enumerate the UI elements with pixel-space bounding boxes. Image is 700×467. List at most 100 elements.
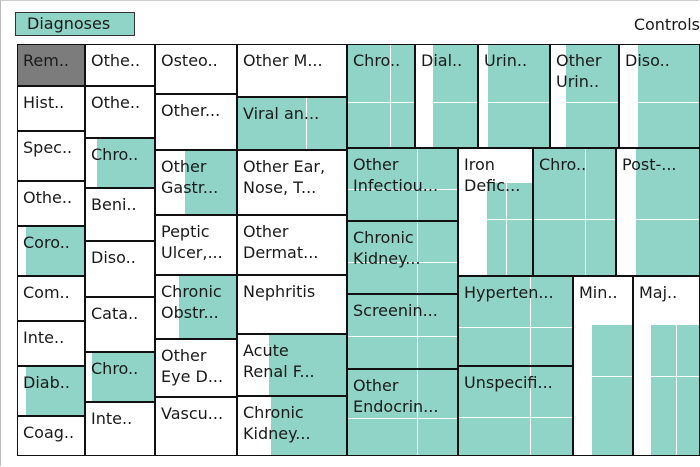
cell-label: Othe.. [23,188,73,207]
cell-label: Beni.. [91,195,137,214]
treemap-cell[interactable]: Inte.. [17,321,85,366]
treemap-cell[interactable]: Othe.. [17,181,85,226]
cell-label: Viral an... [243,104,320,123]
treemap-cell[interactable]: Chronic Kidney... [237,396,347,456]
controls-button[interactable]: Controls [633,15,700,34]
cell-label: Other M... [243,51,323,70]
cell-label: Urin.. [484,51,528,70]
cell-label: Chro.. [353,51,401,70]
cell-fill [271,397,346,455]
treemap-cell[interactable]: Osteo.. [155,44,237,94]
treemap-cell[interactable]: Chro.. [85,138,155,188]
cell-divider [348,189,457,190]
cell-label: Other Eye D... [161,346,224,386]
cell-fill [26,227,84,275]
treemap-cell[interactable]: Iron Defic... [458,148,533,276]
cell-label: Screenin... [353,301,438,320]
treemap-cell[interactable]: Chro.. [533,148,616,276]
treemap-cell[interactable]: Other Eye D... [155,339,237,397]
treemap-cell[interactable]: Hyperten... [458,276,573,366]
treemap-cell[interactable]: Other... [155,94,237,150]
cell-label: Chronic Obstr... [161,282,222,322]
treemap-cell[interactable]: Chro.. [85,352,155,402]
treemap-cell[interactable]: Other Urin.. [550,44,619,148]
treemap-cell[interactable]: Screenin... [347,294,458,369]
cell-divider [348,102,414,103]
cell-fill [238,98,346,149]
treemap-cell[interactable]: Vascu... [155,397,237,456]
cell-label: Othe.. [91,93,141,112]
cell-label: Other... [161,101,221,120]
cell-fill [592,325,632,455]
cell-fill [636,149,699,275]
cell-divider [459,219,532,220]
cell-label: Acute Renal F... [243,341,315,381]
cell-divider [417,222,418,293]
treemap-cell[interactable]: Other Infectiou... [347,148,458,221]
cell-label: Vascu... [161,404,224,423]
treemap-cell[interactable]: Viral an... [237,97,347,150]
cell-label: Other Dermat... [243,222,319,262]
cell-fill [459,367,572,455]
cell-label: Maj.. [639,283,678,302]
treemap-cell[interactable]: Coag.. [17,416,85,456]
cell-fill [348,370,457,455]
treemap-cell[interactable]: Diab.. [17,366,85,416]
treemap-cell[interactable]: Acute Renal F... [237,334,347,396]
cell-divider [417,370,418,455]
cell-label: Chronic Kidney... [243,403,311,443]
treemap-cell[interactable]: Other M... [237,44,347,97]
cell-divider [634,376,699,377]
cell-fill [459,277,572,365]
treemap-cell[interactable]: Chro.. [347,44,415,148]
treemap-cell[interactable]: Post-... [616,148,700,276]
cell-label: Chronic Kidney... [353,228,421,268]
cell-divider [530,277,531,365]
treemap-cell[interactable]: Diso.. [619,44,700,148]
treemap-cell[interactable]: Other Ear, Nose, T... [237,150,347,215]
treemap-cell[interactable]: Peptic Ulcer,... [155,215,237,275]
cell-divider [348,336,457,337]
cell-label: Iron Defic... [464,155,521,195]
treemap-cell[interactable]: Dial.. [415,44,478,148]
cell-label: Other Ear, Nose, T... [243,157,326,197]
treemap-cell[interactable]: Other Endocrin... [347,369,458,456]
treemap-cell[interactable]: Com.. [17,276,85,321]
cell-label: Coro.. [23,233,70,252]
treemap-cell[interactable]: Unspecifi... [458,366,573,456]
cell-label: Rem.. [23,51,69,70]
cell-label: Coag.. [23,423,75,442]
cell-label: Peptic Ulcer,... [161,222,223,262]
treemap-cell[interactable]: Chronic Obstr... [155,275,237,339]
cell-divider [459,327,572,328]
treemap-cell[interactable]: Urin.. [478,44,550,148]
cell-fill [269,335,346,395]
cell-label: Spec.. [23,138,73,157]
cell-divider [551,102,618,103]
treemap-cell[interactable]: Spec.. [17,131,85,181]
treemap-cell[interactable]: Beni.. [85,188,155,241]
cell-label: Hist.. [23,93,65,112]
treemap-cell[interactable]: Othe.. [85,86,155,138]
treemap-cell[interactable]: Min.. [573,276,633,456]
treemap-cell[interactable]: Hist.. [17,86,85,131]
treemap-cell[interactable]: Chronic Kidney... [347,221,458,294]
treemap-cell[interactable]: Diso.. [85,241,155,297]
treemap-cell[interactable]: Other Gastr... [155,150,237,215]
cell-fill [348,222,457,293]
cell-divider [676,277,677,455]
treemap-cell[interactable]: Rem.. [17,44,85,86]
treemap-cell[interactable]: Coro.. [17,226,85,276]
treemap-cell[interactable]: Maj.. [633,276,700,456]
treemap-cell[interactable]: Inte.. [85,402,155,456]
cell-label: Diso.. [625,51,670,70]
cell-label: Hyperten... [464,283,554,302]
cell-fill [534,149,615,275]
treemap-cell[interactable]: Other Dermat... [237,215,347,275]
cell-divider [390,45,391,147]
treemap-cell[interactable]: Cata.. [85,297,155,352]
treemap-cell[interactable]: Othe.. [85,44,155,86]
cell-divider [306,98,307,149]
cell-label: Com.. [23,283,70,302]
treemap-cell[interactable]: Nephritis [237,275,347,334]
